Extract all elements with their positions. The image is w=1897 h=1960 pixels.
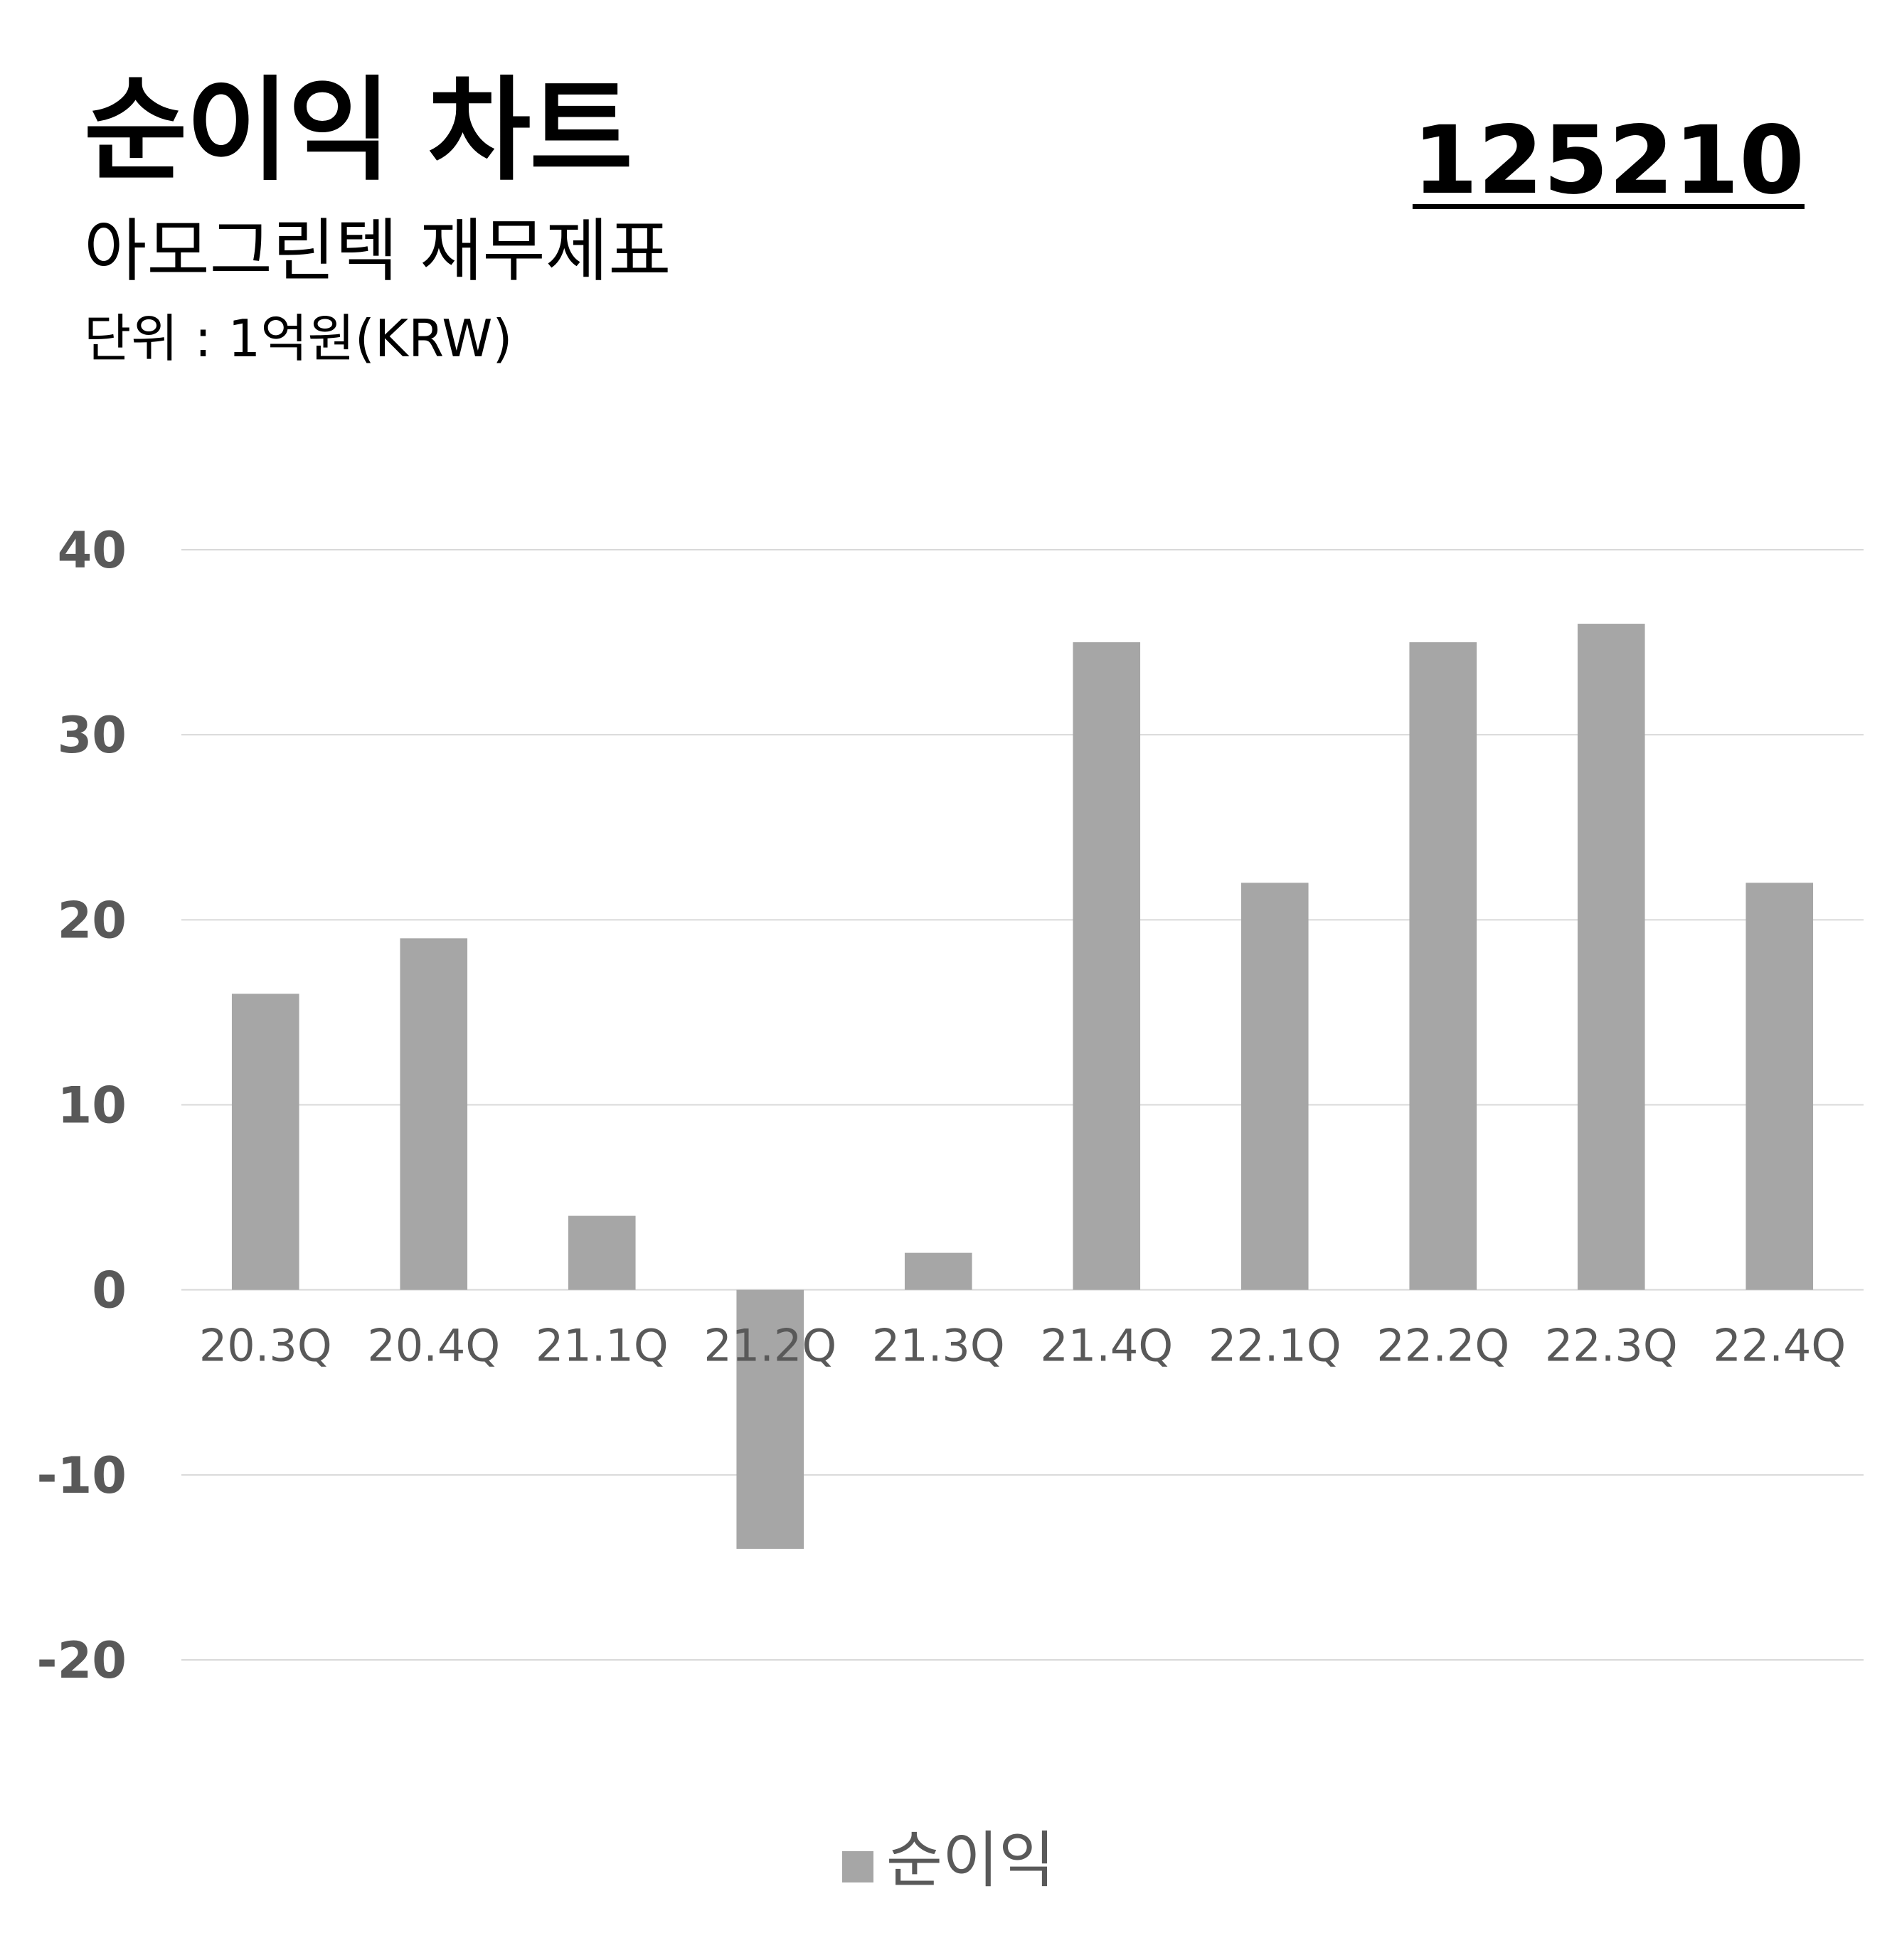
y-tick-label: 0 [92,1262,127,1320]
y-tick-label: -20 [37,1631,127,1690]
bar [1745,883,1814,1290]
bar [1240,883,1309,1290]
legend: 순이익 [0,1810,1897,1899]
bar [904,1252,972,1290]
bar [1409,642,1477,1290]
bar [568,1215,636,1290]
x-tick-label: 21.3Q [872,1320,1005,1372]
x-tick-label: 22.4Q [1713,1320,1846,1372]
y-tick-label: 20 [58,891,127,949]
x-tick-label: 21.1Q [536,1320,669,1372]
legend-swatch [841,1851,873,1882]
unit-label: 단위 : 1억원(KRW) [84,309,513,368]
bars [231,624,1814,1549]
x-tick-label: 22.1Q [1208,1320,1341,1372]
x-tick-label: 22.2Q [1376,1320,1509,1372]
legend-label: 순이익 [886,1825,1056,1896]
y-tick-label: 40 [58,521,127,580]
x-tick-label: 21.4Q [1040,1320,1173,1372]
bar [1073,642,1141,1290]
y-tick-label: -10 [37,1447,127,1505]
stock-code: 125210 [1412,106,1805,215]
y-tick-label: 10 [58,1077,127,1135]
bar [400,938,468,1290]
bar [231,994,299,1290]
bar [736,1289,804,1549]
bar [1577,624,1645,1290]
x-tick-label: 21.2Q [703,1320,836,1372]
chart-title: 순이익 차트 [84,65,633,196]
x-tick-label: 22.3Q [1545,1320,1678,1372]
x-axis-ticks: 20.3Q 20.4Q 21.1Q 21.2Q 21.3Q 21.4Q 22.1Q 22.2Q… [199,1320,1846,1372]
x-tick-label: 20.4Q [367,1320,500,1372]
y-axis-ticks: 40 30 20 10 0 -10 -20 [37,521,127,1690]
x-tick-label: 20.3Q [199,1320,332,1372]
y-tick-label: 30 [58,706,127,765]
company-subtitle: 아모그린텍 재무제표 [84,211,671,291]
